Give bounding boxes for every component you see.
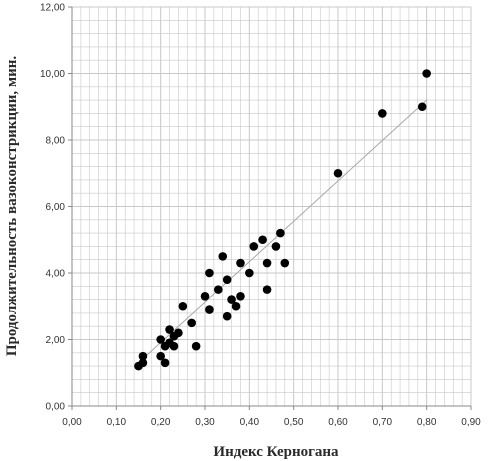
data-point: [236, 258, 245, 268]
x-tick-labels: 0,00 0,10 0,20 0,30 0,40 0,50 0,60 0,70 0,80 0,90: [62, 417, 481, 428]
y-tick-label: 10,00: [40, 69, 65, 80]
data-point: [227, 295, 236, 304]
data-point: [262, 285, 272, 294]
y-tick-label: 2,00: [46, 335, 66, 346]
data-point: [174, 328, 183, 338]
data-point: [218, 252, 228, 261]
data-point: [231, 301, 241, 311]
x-tick-label: 0,90: [461, 417, 481, 428]
data-point: [178, 301, 188, 311]
data-point: [258, 235, 267, 245]
data-point: [276, 228, 285, 238]
x-tick-label: 0,60: [328, 417, 348, 428]
data-point: [222, 275, 232, 284]
data-point: [138, 351, 148, 361]
y-tick-label: 6,00: [46, 202, 66, 213]
x-tick-label: 0,50: [284, 417, 304, 428]
data-point: [205, 268, 214, 278]
data-point: [169, 341, 179, 351]
y-tick-label: 0,00: [46, 402, 66, 413]
data-point: [236, 291, 245, 301]
data-point: [214, 285, 223, 294]
data-point: [165, 325, 174, 334]
data-point: [422, 69, 431, 78]
data-point: [156, 351, 165, 361]
data-point: [156, 335, 165, 344]
data-point: [191, 341, 201, 351]
data-point: [200, 291, 210, 301]
data-point: [187, 318, 196, 328]
data-points: [134, 69, 431, 371]
data-point: [249, 242, 259, 251]
data-point: [262, 258, 272, 268]
data-point: [333, 168, 343, 178]
x-tick-label: 0,20: [151, 417, 171, 428]
data-point: [205, 305, 214, 314]
data-point: [271, 242, 281, 251]
x-tick-label: 0,80: [417, 417, 437, 428]
y-tick-label: 8,00: [46, 136, 66, 147]
axes: [68, 6, 472, 410]
x-tick-label: 0,00: [62, 417, 82, 428]
data-point: [280, 258, 290, 268]
x-axis-title: Индекс Керногана: [213, 444, 339, 460]
data-point: [160, 358, 170, 368]
x-tick-label: 0,70: [373, 417, 393, 428]
x-tick-label: 0,40: [240, 417, 260, 428]
data-point: [138, 358, 148, 368]
y-tick-labels: 0,00 2,00 4,00 6,00 8,00 10,00 12,00: [40, 3, 65, 413]
x-tick-label: 0,30: [195, 417, 215, 428]
data-point: [378, 109, 387, 118]
y-tick-label: 4,00: [46, 269, 66, 280]
y-axis-title: Продолжительность вазоконстрикции, мин.: [4, 56, 20, 357]
data-point: [417, 102, 427, 112]
data-point: [222, 311, 232, 321]
x-tick-label: 0,10: [107, 417, 127, 428]
grid-lines: [71, 6, 472, 407]
data-point: [245, 268, 254, 278]
y-tick-label: 12,00: [40, 3, 65, 14]
